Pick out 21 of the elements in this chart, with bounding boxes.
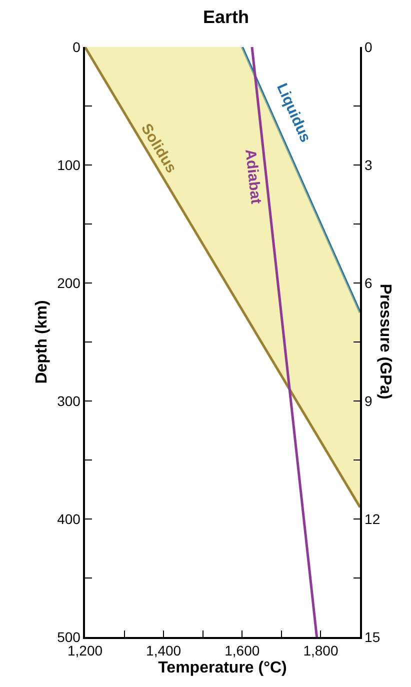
y2-tick-label: 3 bbox=[364, 156, 373, 173]
y-tick-label: 300 bbox=[57, 392, 81, 409]
y-tick-label: 200 bbox=[57, 274, 81, 291]
y2-axis-title: Pressure (GPa) bbox=[376, 284, 394, 400]
y2-tick-label: 12 bbox=[364, 510, 380, 527]
y2-tick-label: 9 bbox=[364, 392, 373, 409]
y-tick-label: 0 bbox=[72, 38, 81, 55]
x-tick-label: 1,200 bbox=[67, 642, 103, 659]
y2-tick-label: 6 bbox=[364, 274, 373, 291]
x-tick-label: 1,400 bbox=[146, 642, 182, 659]
y-axis-title: Depth (km) bbox=[33, 300, 50, 384]
y2-tick-label: 15 bbox=[364, 628, 380, 645]
y-tick-label: 400 bbox=[57, 510, 81, 527]
y2-tick-label: 0 bbox=[364, 38, 373, 55]
chart-title: Earth bbox=[203, 6, 250, 27]
x-tick-label: 1,800 bbox=[303, 642, 338, 659]
text: Adiabat bbox=[242, 148, 264, 205]
y-tick-label: 100 bbox=[57, 156, 81, 173]
x-axis-title: Temperature (°C) bbox=[158, 660, 287, 677]
y-tick-label: 500 bbox=[57, 628, 81, 645]
x-tick-label: 1,600 bbox=[224, 642, 260, 659]
